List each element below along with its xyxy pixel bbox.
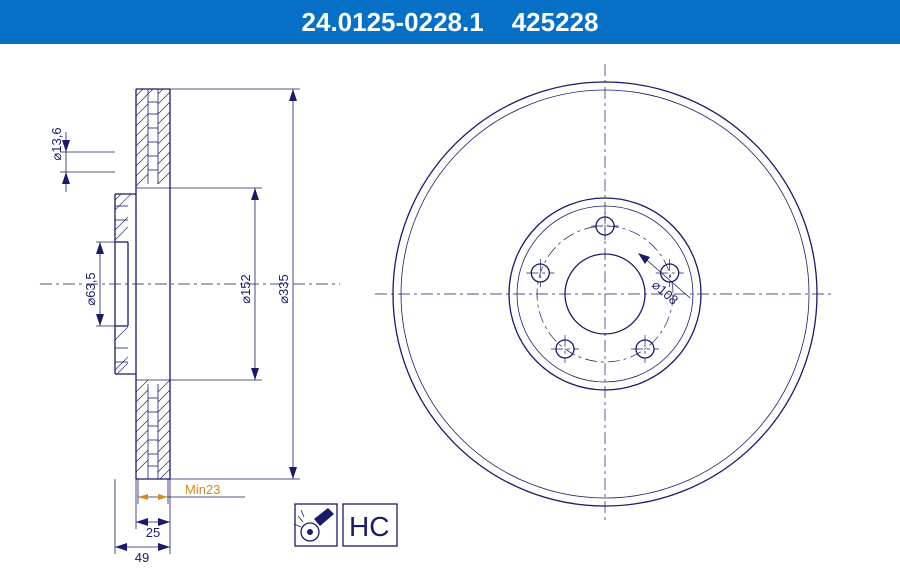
dim-outer-diameter: ⌀335 [276, 274, 291, 304]
dim-min-thickness: Min23 [185, 482, 220, 497]
dim-overall-width: 49 [135, 550, 149, 565]
dim-pcd: ⌀108 [649, 277, 681, 308]
dim-thickness: 25 [146, 525, 160, 540]
coating-badge [294, 504, 337, 546]
header-bar: 24.0125-0228.1 425228 [0, 0, 900, 44]
drawing-svg: ⌀335 ⌀152 ⌀63,5 [0, 44, 900, 579]
dim-hat-diameter: ⌀152 [238, 274, 253, 304]
hc-label: HC [349, 511, 389, 542]
part-number-secondary: 425228 [512, 7, 599, 38]
part-number-primary: 24.0125-0228.1 [302, 7, 484, 38]
side-view: ⌀335 ⌀152 ⌀63,5 [40, 89, 340, 565]
hc-badge: HC [343, 504, 397, 546]
dim-bolt-hole: ⌀13,6 [49, 127, 64, 160]
dim-hub-bore: ⌀63,5 [83, 272, 98, 305]
technical-drawing: ⌀335 ⌀152 ⌀63,5 [0, 44, 900, 579]
front-view: ⌀108 [375, 64, 835, 524]
